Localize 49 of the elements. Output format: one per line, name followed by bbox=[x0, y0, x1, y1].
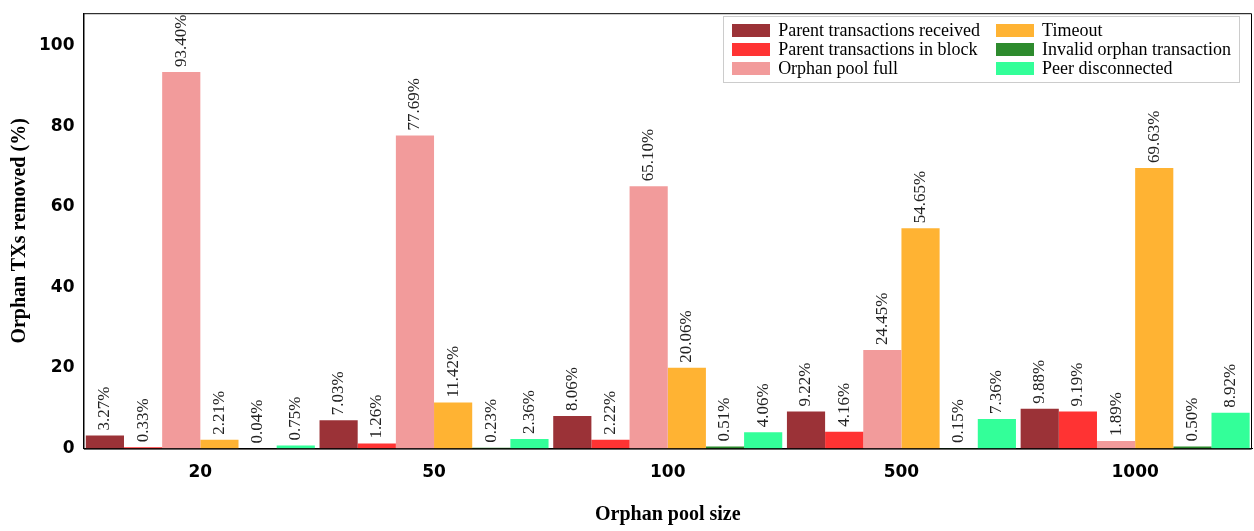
legend-label: Parent transactions received bbox=[778, 20, 981, 41]
data-label: 24.45% bbox=[871, 292, 891, 346]
data-label: 2.22% bbox=[599, 390, 619, 435]
y-tick-label: 100 bbox=[38, 33, 75, 54]
y-axis-title: Orphan TXs removed (%) bbox=[7, 118, 31, 344]
data-label: 0.51% bbox=[714, 397, 734, 442]
data-label: 77.69% bbox=[404, 77, 424, 131]
data-label: 9.22% bbox=[795, 362, 815, 407]
data-label: 4.06% bbox=[752, 383, 772, 428]
data-label: 93.40% bbox=[170, 14, 190, 68]
data-label: 69.63% bbox=[1143, 110, 1163, 163]
data-label: 8.92% bbox=[1220, 363, 1240, 408]
data-label: 11.42% bbox=[442, 345, 462, 398]
data-label: 0.33% bbox=[132, 398, 152, 443]
x-tick-label: 20 bbox=[188, 461, 213, 482]
data-label: 4.16% bbox=[833, 382, 853, 427]
y-tick-label: 60 bbox=[50, 195, 75, 216]
x-tick-label: 500 bbox=[883, 461, 920, 482]
data-label: 7.36% bbox=[986, 370, 1006, 414]
x-tick-label: 50 bbox=[422, 461, 447, 482]
legend-label: Peer disconnected bbox=[1042, 58, 1173, 79]
y-tick-label: 80 bbox=[50, 114, 75, 135]
data-label: 2.36% bbox=[518, 390, 538, 435]
data-label: 9.19% bbox=[1067, 362, 1087, 407]
data-label: 0.75% bbox=[285, 396, 305, 441]
data-label: 1.26% bbox=[366, 394, 386, 439]
data-label: 7.03% bbox=[328, 371, 348, 416]
y-tick-label: 0 bbox=[62, 437, 75, 458]
data-label: 54.65% bbox=[910, 170, 929, 224]
data-label: 3.27% bbox=[94, 386, 114, 431]
legend-label: Timeout bbox=[1042, 20, 1103, 41]
data-label: 20.06% bbox=[676, 310, 696, 363]
x-axis-title: Orphan pool size bbox=[594, 502, 741, 526]
legend-label: Parent transactions in block bbox=[778, 39, 978, 60]
x-tick-label: 100 bbox=[649, 461, 686, 482]
data-label: 0.50% bbox=[1181, 397, 1201, 442]
x-tick-label: 1000 bbox=[1111, 461, 1159, 482]
data-label: 2.21% bbox=[208, 390, 228, 435]
data-label: 9.88% bbox=[1029, 359, 1049, 404]
legend-label: Orphan pool full bbox=[778, 58, 899, 79]
data-label: 8.06% bbox=[561, 367, 581, 412]
data-label: 0.15% bbox=[948, 399, 968, 443]
data-label: 65.10% bbox=[638, 128, 658, 182]
data-label: 0.23% bbox=[480, 398, 500, 443]
data-label: 1.89% bbox=[1105, 392, 1125, 436]
data-label: 0.04% bbox=[247, 399, 267, 444]
y-tick-label: 40 bbox=[50, 275, 75, 296]
legend-label: Invalid orphan transaction bbox=[1042, 39, 1231, 60]
y-tick-label: 20 bbox=[50, 356, 75, 377]
